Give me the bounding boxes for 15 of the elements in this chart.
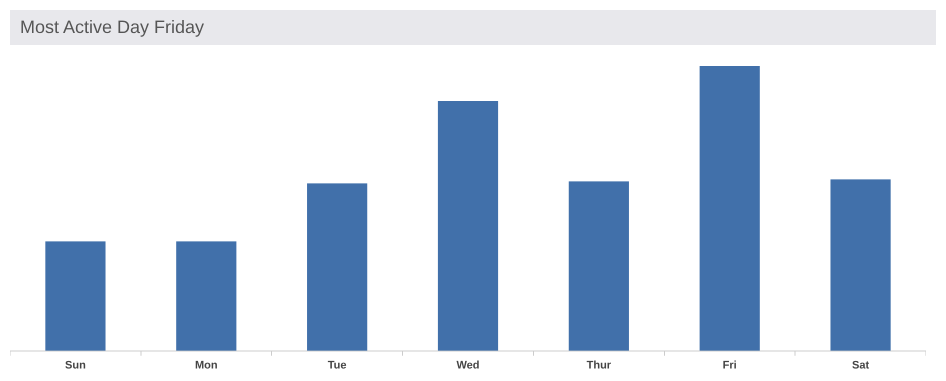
x-tick-label: Thur [586, 359, 612, 372]
x-tick-label: Wed [456, 359, 480, 372]
bar [438, 101, 498, 351]
x-tick-label: Mon [194, 359, 218, 372]
x-tick-label: Sun [65, 359, 86, 372]
bar [830, 179, 891, 351]
x-tick-label: Tue [328, 359, 347, 372]
chart-title: Most Active Day Friday [10, 10, 936, 45]
bar [568, 181, 629, 351]
bar [307, 183, 368, 351]
x-tick-label: Sat [852, 359, 870, 372]
x-tick-label: Fri [722, 359, 737, 372]
bar [176, 241, 236, 351]
bar [45, 241, 106, 351]
bar [700, 66, 760, 351]
